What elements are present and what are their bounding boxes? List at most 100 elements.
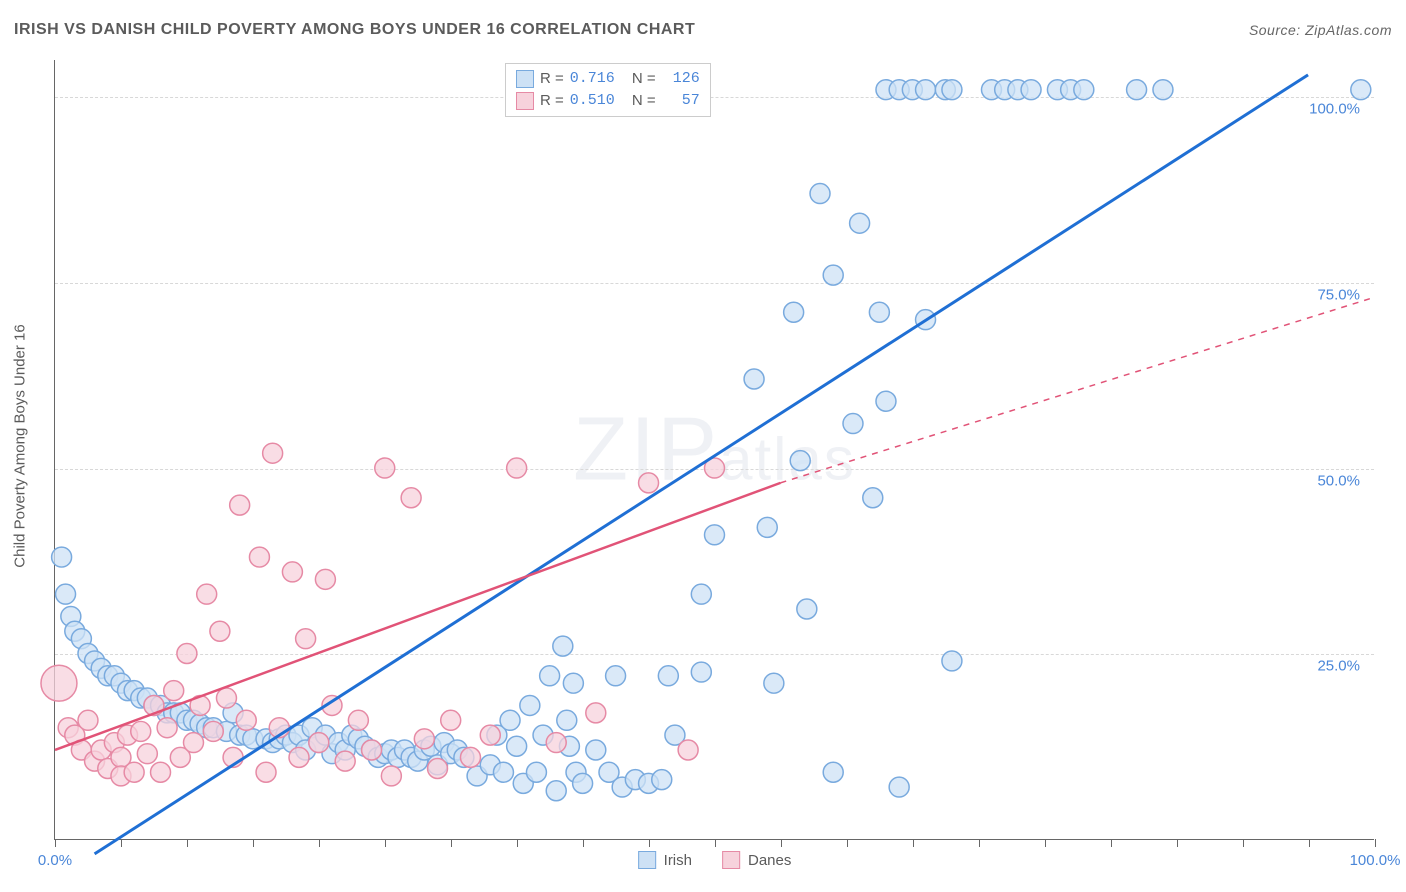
scatter-point-danes [236, 710, 256, 730]
legend-n-value: 126 [662, 68, 700, 90]
source-attribution: Source: ZipAtlas.com [1249, 22, 1392, 38]
scatter-point-irish [942, 80, 962, 100]
scatter-point-irish [573, 773, 593, 793]
scatter-point-danes [230, 495, 250, 515]
scatter-point-danes [164, 681, 184, 701]
scatter-point-danes [177, 644, 197, 664]
scatter-point-danes [546, 733, 566, 753]
legend-n-label: N = [628, 68, 656, 90]
chart-title: IRISH VS DANISH CHILD POVERTY AMONG BOYS… [14, 21, 695, 39]
series-legend-label: Danes [748, 852, 791, 869]
x-tick [319, 839, 320, 847]
x-tick [1111, 839, 1112, 847]
scatter-point-irish [52, 547, 72, 567]
scatter-point-irish [507, 736, 527, 756]
scatter-point-danes [157, 718, 177, 738]
x-tick [55, 839, 56, 847]
correlation-legend: R = 0.716 N = 126R =0.510 N =57 [505, 63, 711, 117]
scatter-point-irish [586, 740, 606, 760]
scatter-point-irish [823, 265, 843, 285]
x-tick [583, 839, 584, 847]
legend-n-value: 57 [662, 90, 700, 112]
title-bar: IRISH VS DANISH CHILD POVERTY AMONG BOYS… [14, 18, 1392, 42]
scatter-svg [55, 60, 1374, 839]
scatter-point-irish [876, 391, 896, 411]
scatter-point-danes [203, 721, 223, 741]
scatter-point-danes [507, 458, 527, 478]
scatter-point-irish [705, 525, 725, 545]
scatter-point-irish [540, 666, 560, 686]
legend-swatch [638, 851, 656, 869]
series-legend: Irish Danes [638, 851, 792, 869]
x-tick [1177, 839, 1178, 847]
series-legend-item: Irish [638, 851, 692, 869]
x-tick [715, 839, 716, 847]
trend-line-danes [55, 483, 780, 750]
x-tick [781, 839, 782, 847]
scatter-point-irish [557, 710, 577, 730]
scatter-point-irish [869, 302, 889, 322]
scatter-point-irish [863, 488, 883, 508]
legend-row-irish: R = 0.716 N = 126 [516, 68, 700, 90]
legend-swatch [516, 92, 534, 110]
x-tick [385, 839, 386, 847]
scatter-point-irish [658, 666, 678, 686]
legend-swatch [516, 70, 534, 88]
x-tick [1045, 839, 1046, 847]
scatter-point-irish [757, 517, 777, 537]
scatter-point-irish [850, 213, 870, 233]
scatter-point-danes [124, 762, 144, 782]
scatter-point-irish [493, 762, 513, 782]
scatter-point-danes [639, 473, 659, 493]
scatter-point-danes [282, 562, 302, 582]
scatter-point-danes [428, 759, 448, 779]
x-tick [187, 839, 188, 847]
legend-r-value: 0.716 [570, 68, 622, 90]
scatter-point-danes [184, 733, 204, 753]
x-tick-label: 0.0% [38, 852, 72, 869]
scatter-point-danes [586, 703, 606, 723]
scatter-point-danes [362, 740, 382, 760]
legend-row-danes: R =0.510 N =57 [516, 90, 700, 112]
scatter-point-danes [41, 665, 77, 701]
scatter-point-danes [197, 584, 217, 604]
scatter-point-irish [546, 781, 566, 801]
scatter-point-irish [1074, 80, 1094, 100]
scatter-point-irish [916, 80, 936, 100]
x-tick [253, 839, 254, 847]
scatter-point-danes [289, 747, 309, 767]
x-tick [121, 839, 122, 847]
x-tick [913, 839, 914, 847]
series-legend-item: Danes [722, 851, 791, 869]
trend-line-dashed-danes [780, 297, 1374, 482]
x-tick [847, 839, 848, 847]
legend-r-value: 0.510 [570, 90, 622, 112]
scatter-point-danes [296, 629, 316, 649]
scatter-point-irish [1021, 80, 1041, 100]
scatter-point-danes [216, 688, 236, 708]
scatter-point-danes [210, 621, 230, 641]
scatter-point-irish [526, 762, 546, 782]
scatter-point-irish [889, 777, 909, 797]
scatter-point-irish [553, 636, 573, 656]
plot-area: ZIPatlas 25.0%50.0%75.0%100.0% R =0.716 … [54, 60, 1374, 840]
y-axis-title: Child Poverty Among Boys Under 16 [12, 324, 29, 567]
scatter-point-danes [131, 721, 151, 741]
scatter-point-irish [823, 762, 843, 782]
scatter-point-danes [78, 710, 98, 730]
x-tick [1309, 839, 1310, 847]
scatter-point-irish [691, 662, 711, 682]
scatter-point-danes [441, 710, 461, 730]
x-tick-label: 100.0% [1350, 852, 1401, 869]
scatter-point-danes [460, 747, 480, 767]
trend-line-irish [95, 75, 1308, 854]
scatter-point-irish [797, 599, 817, 619]
scatter-point-irish [942, 651, 962, 671]
scatter-point-danes [315, 569, 335, 589]
legend-r-label: R = [540, 68, 564, 90]
scatter-point-irish [1127, 80, 1147, 100]
series-legend-label: Irish [664, 852, 692, 869]
x-tick [517, 839, 518, 847]
scatter-point-irish [691, 584, 711, 604]
scatter-point-irish [56, 584, 76, 604]
